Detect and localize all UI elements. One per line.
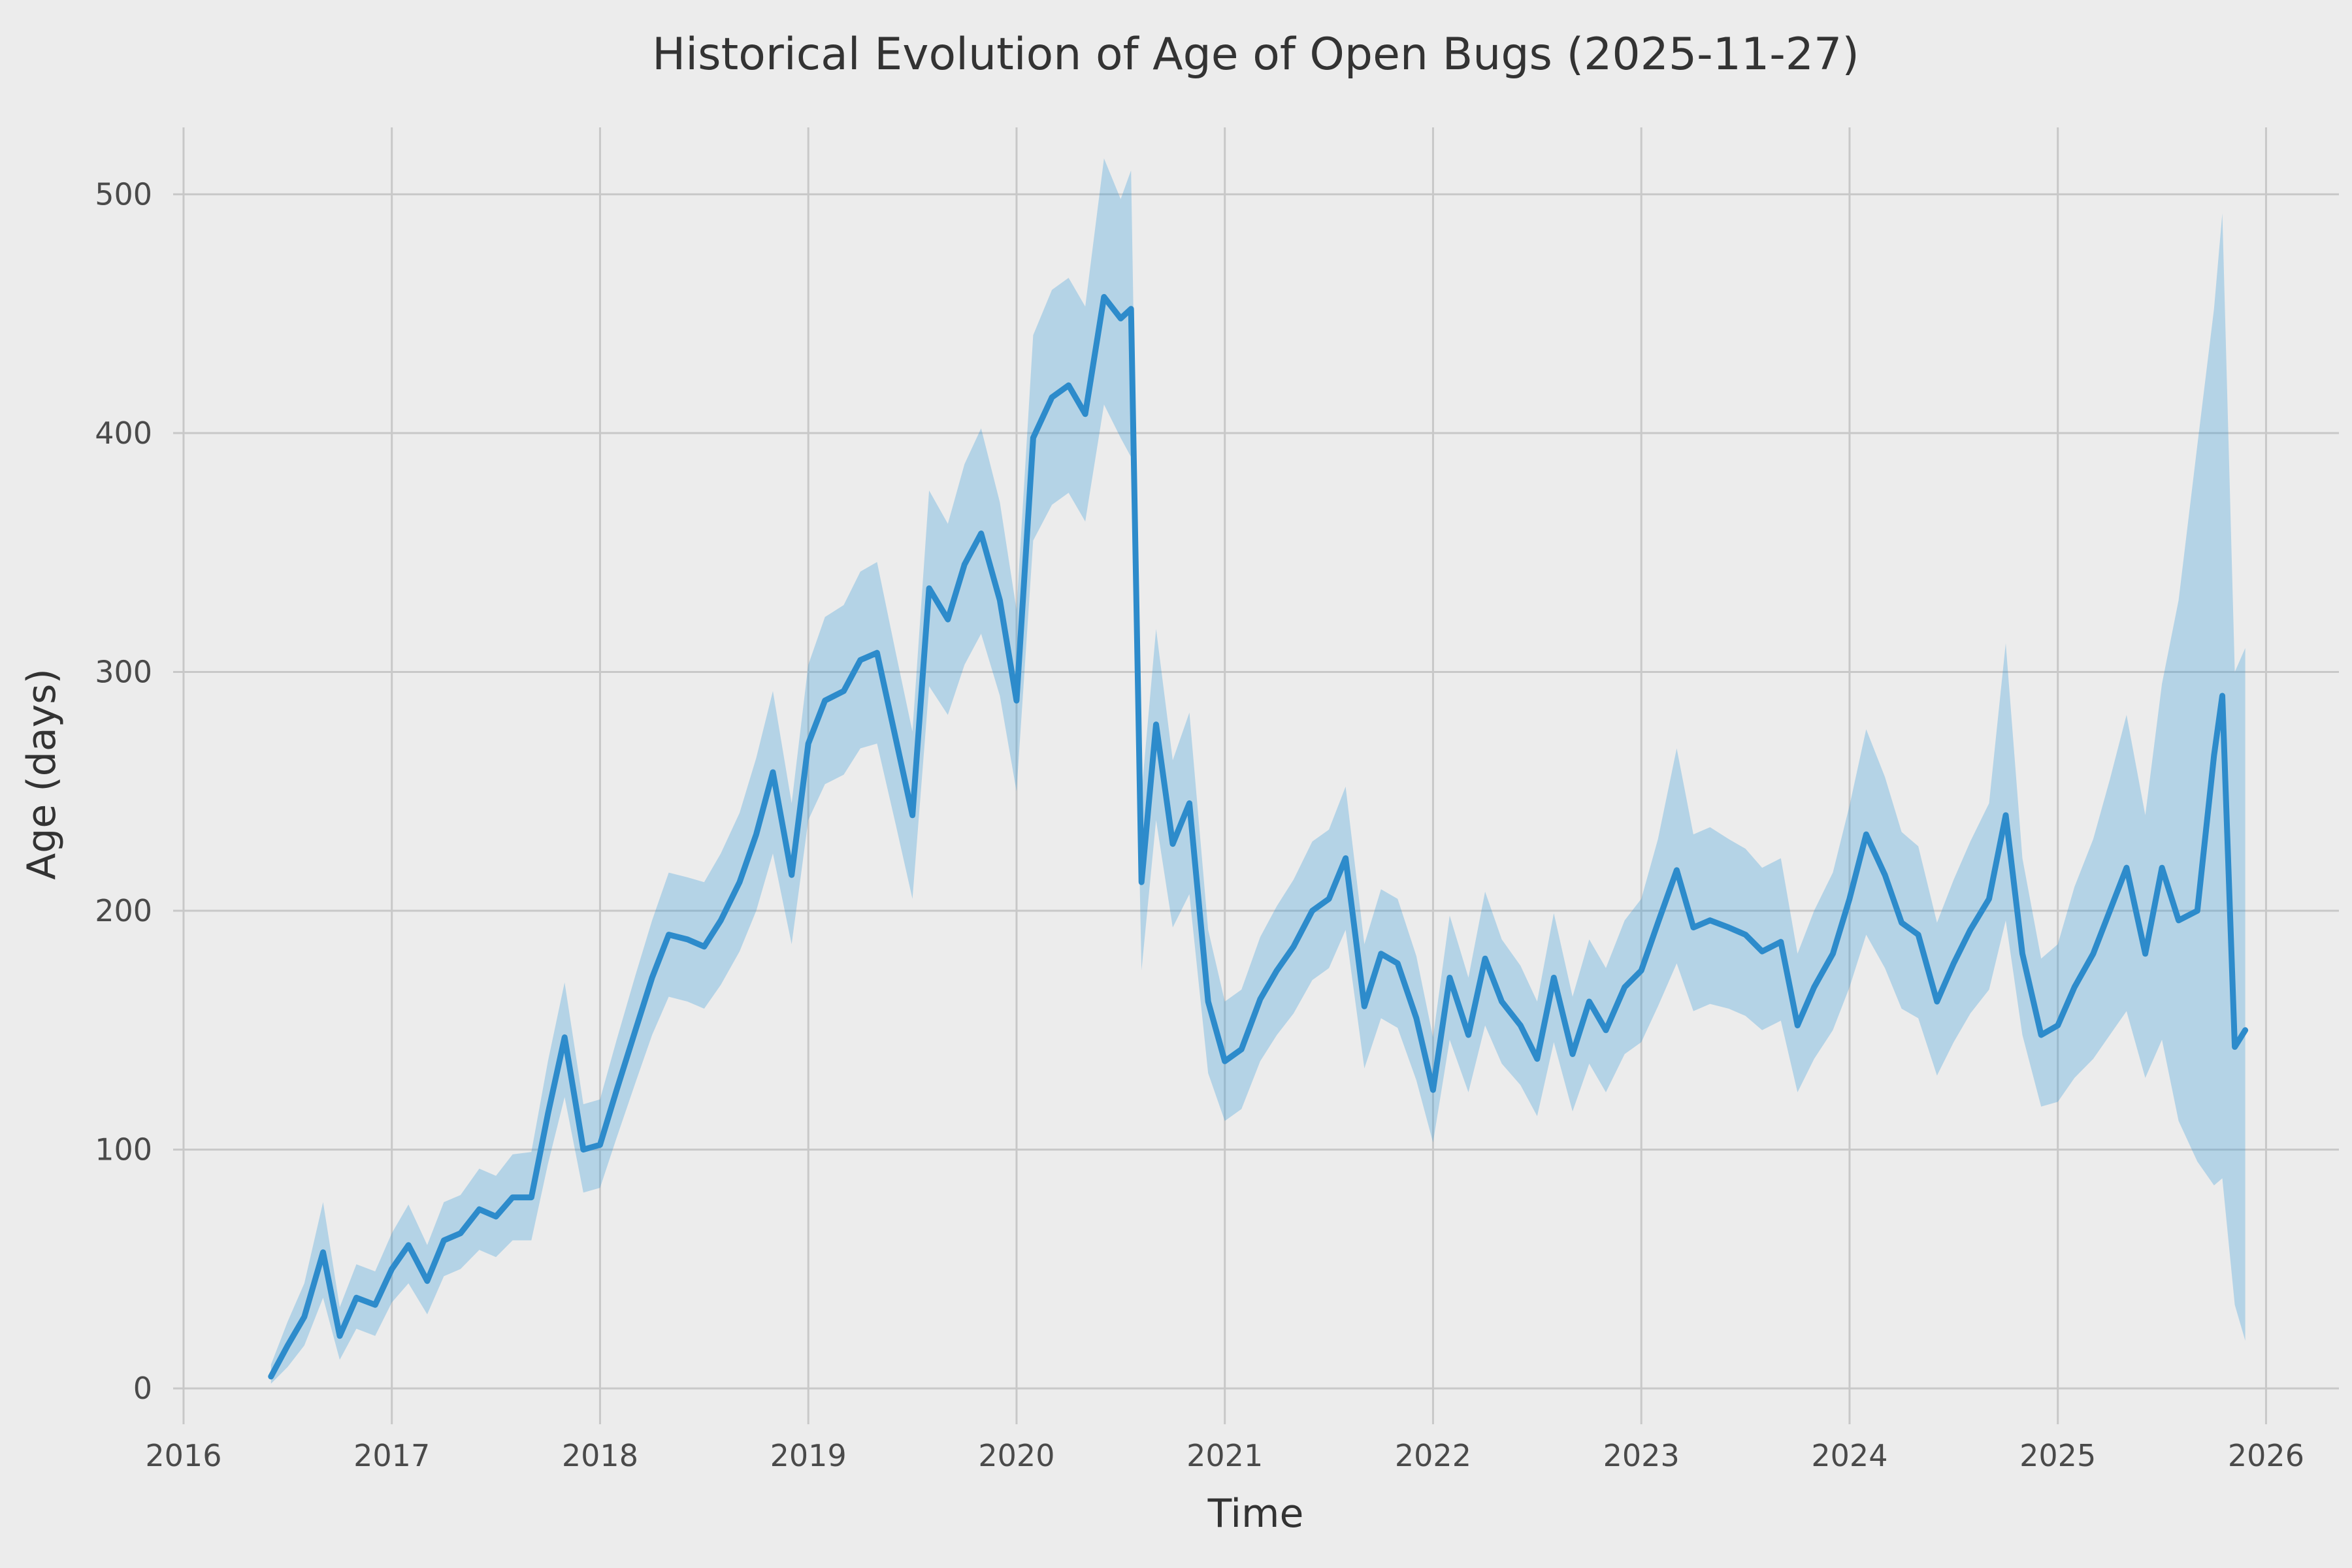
y-tick-label: 0 [133, 1371, 152, 1406]
x-tick-label: 2024 [1811, 1438, 1887, 1473]
x-tick-label: 2019 [770, 1438, 847, 1473]
x-tick-label: 2017 [353, 1438, 430, 1473]
x-tick-label: 2026 [2228, 1438, 2304, 1473]
x-tick-label: 2018 [562, 1438, 638, 1473]
x-tick-label: 2022 [1395, 1438, 1471, 1473]
series-line [268, 294, 2249, 1380]
y-tick-label: 400 [95, 416, 152, 451]
y-tick-label: 100 [95, 1132, 152, 1168]
x-tick-label: 2016 [145, 1438, 221, 1473]
y-tick-label: 500 [95, 176, 152, 212]
x-tick-label: 2021 [1186, 1438, 1263, 1473]
chart-title: Historical Evolution of Age of Open Bugs… [652, 29, 1859, 80]
y-axis-label: Age (days) [19, 668, 65, 880]
x-tick-label: 2020 [978, 1438, 1054, 1473]
confidence-band [270, 158, 2246, 1384]
x-tick-label: 2025 [2019, 1438, 2096, 1473]
y-tick-label: 200 [95, 893, 152, 928]
y-tick-label: 300 [95, 654, 152, 689]
x-axis-label: Time [1207, 1491, 1304, 1537]
x-tick-label: 2023 [1603, 1438, 1680, 1473]
